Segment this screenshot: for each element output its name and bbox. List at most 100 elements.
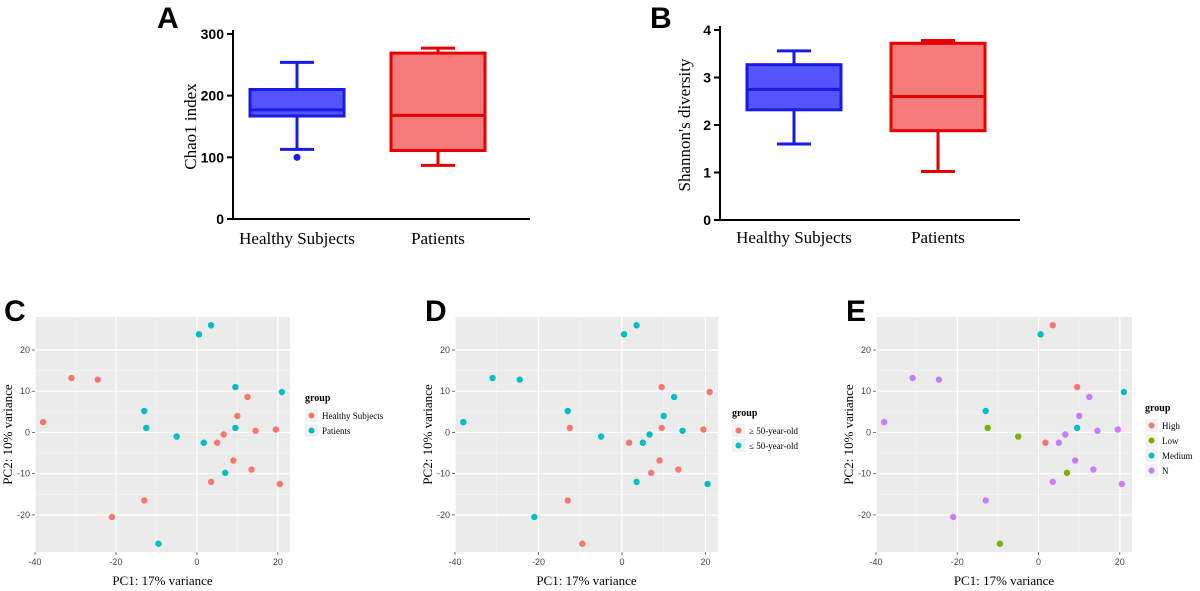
- data-point-patients: [195, 331, 203, 338]
- data-point-50-year-old: [633, 478, 640, 486]
- legend-title: group: [1145, 403, 1171, 414]
- data-point-n: [1118, 480, 1126, 488]
- y-tick-label: 200: [201, 88, 225, 104]
- data-point-n: [1071, 457, 1079, 464]
- data-point-n: [1055, 439, 1063, 446]
- data-point-low: [984, 424, 991, 432]
- data-point-patients: [232, 424, 239, 432]
- data-point-healthy-subjects: [234, 412, 241, 420]
- legend-title: group: [732, 408, 758, 419]
- data-point-50-year-old: [706, 388, 713, 396]
- data-point-patients: [173, 433, 180, 440]
- box-patients: [889, 41, 987, 133]
- data-point-healthy-subjects: [276, 480, 284, 488]
- data-point-50-year-old: [579, 540, 586, 547]
- box-healthy-subjects: [248, 88, 346, 118]
- data-point-patients: [141, 407, 148, 415]
- data-point-n: [1090, 466, 1097, 473]
- data-point-patients: [232, 383, 239, 391]
- y-tick-label: 2: [703, 117, 711, 133]
- y-tick-label: 10: [440, 386, 450, 396]
- legend-marker: [1148, 437, 1155, 444]
- legend-label: ≤ 50-year-old: [749, 441, 798, 451]
- data-point-50-year-old: [658, 424, 665, 432]
- y-tick-label: 3: [703, 70, 711, 86]
- x-tick-label: -20: [532, 557, 545, 567]
- y-tick-label: 10: [20, 386, 30, 396]
- legend-marker: [308, 427, 315, 434]
- data-point-patients: [222, 469, 229, 477]
- data-point-healthy-subjects: [252, 427, 259, 434]
- data-point-healthy-subjects: [94, 376, 101, 383]
- data-point-n: [1094, 427, 1101, 434]
- y-axis-title: Shannon's diversity: [675, 58, 694, 191]
- data-point-patients: [278, 388, 286, 396]
- data-point-50-year-old: [700, 426, 707, 433]
- y-tick-label: 20: [861, 345, 871, 355]
- data-point-50-year-old: [675, 466, 682, 473]
- x-category-label: Healthy Subjects: [736, 228, 852, 247]
- data-point-healthy-subjects: [230, 457, 237, 464]
- panel-letter-a: A: [157, 2, 179, 35]
- data-point-50-year-old: [658, 383, 665, 391]
- plot-background: [455, 317, 718, 552]
- data-point-medium: [1120, 388, 1128, 396]
- data-point-healthy-subjects: [220, 431, 227, 438]
- y-tick-label: -20: [858, 510, 871, 520]
- pca-plot-level-group: -40 -20 0 20 -20 -10 0 10 20 PC1: 17% variance PC2…: [841, 317, 1193, 588]
- data-point-50-year-old: [489, 374, 496, 382]
- data-point-low: [996, 540, 1004, 547]
- legend-label: Patients: [322, 426, 351, 436]
- x-category-label: Patients: [911, 228, 965, 247]
- data-point-50-year-old: [460, 418, 467, 426]
- data-point-healthy-subjects: [244, 393, 251, 401]
- legend-marker: [1148, 467, 1155, 474]
- y-tick-label: 300: [201, 26, 225, 42]
- legend-label: High: [1162, 421, 1181, 431]
- data-point-50-year-old: [670, 393, 678, 401]
- legend-marker: [308, 412, 315, 419]
- legend-label: N: [1162, 466, 1169, 476]
- legend-label: Medium: [1162, 451, 1193, 461]
- data-point-n: [950, 513, 957, 521]
- data-point-50-year-old: [704, 480, 711, 488]
- data-point-n: [982, 497, 989, 504]
- data-point-50-year-old: [646, 431, 653, 438]
- legend-label: ≥ 50-year-old: [749, 426, 798, 436]
- panel-letter-d: D: [425, 295, 447, 328]
- box-patients: [389, 51, 487, 153]
- data-point-n: [909, 374, 916, 382]
- data-point-50-year-old: [597, 433, 605, 440]
- data-point-healthy-subjects: [108, 513, 116, 521]
- y-tick-label: -10: [858, 469, 871, 479]
- plot-background: [35, 317, 290, 552]
- data-point-low: [1063, 469, 1071, 477]
- pca-plot-health-status: -40 -20 0 20 -20 -10 0 10 20 PC1: 17% variance PC2…: [0, 317, 384, 588]
- y-axis-title: Chao1 index: [181, 83, 200, 170]
- data-point-healthy-subjects: [272, 426, 280, 433]
- data-point-50-year-old: [625, 439, 633, 446]
- data-point-50-year-old: [660, 412, 667, 420]
- y-tick-label: -20: [17, 510, 30, 520]
- data-point-patients: [155, 540, 162, 547]
- x-axis-title: PC1: 17% variance: [954, 573, 1055, 588]
- panel-letter-c: C: [4, 295, 26, 328]
- y-tick-label: 0: [703, 212, 711, 228]
- y-axis-title: PC2: 10% variance: [420, 384, 435, 485]
- data-point-n: [935, 376, 943, 383]
- data-point-50-year-old: [566, 424, 574, 432]
- outlier-point: [293, 153, 301, 161]
- x-tick-label: 0: [619, 557, 624, 567]
- x-tick-label: -20: [109, 557, 122, 567]
- data-point-healthy-subjects: [213, 439, 221, 446]
- x-tick-label: 0: [1036, 557, 1041, 567]
- data-point-low: [1015, 433, 1022, 440]
- x-category-label: Healthy Subjects: [239, 229, 355, 248]
- data-point-healthy-subjects: [248, 466, 255, 473]
- legend-label: Low: [1162, 436, 1179, 446]
- data-point-healthy-subjects: [39, 418, 47, 426]
- data-point-high: [1042, 439, 1049, 446]
- x-tick-label: -40: [869, 557, 882, 567]
- data-point-patients: [200, 439, 207, 446]
- chao1-boxplot: 0 100 200 300 Chao1 index Healthy Subjects Pat…: [181, 26, 530, 248]
